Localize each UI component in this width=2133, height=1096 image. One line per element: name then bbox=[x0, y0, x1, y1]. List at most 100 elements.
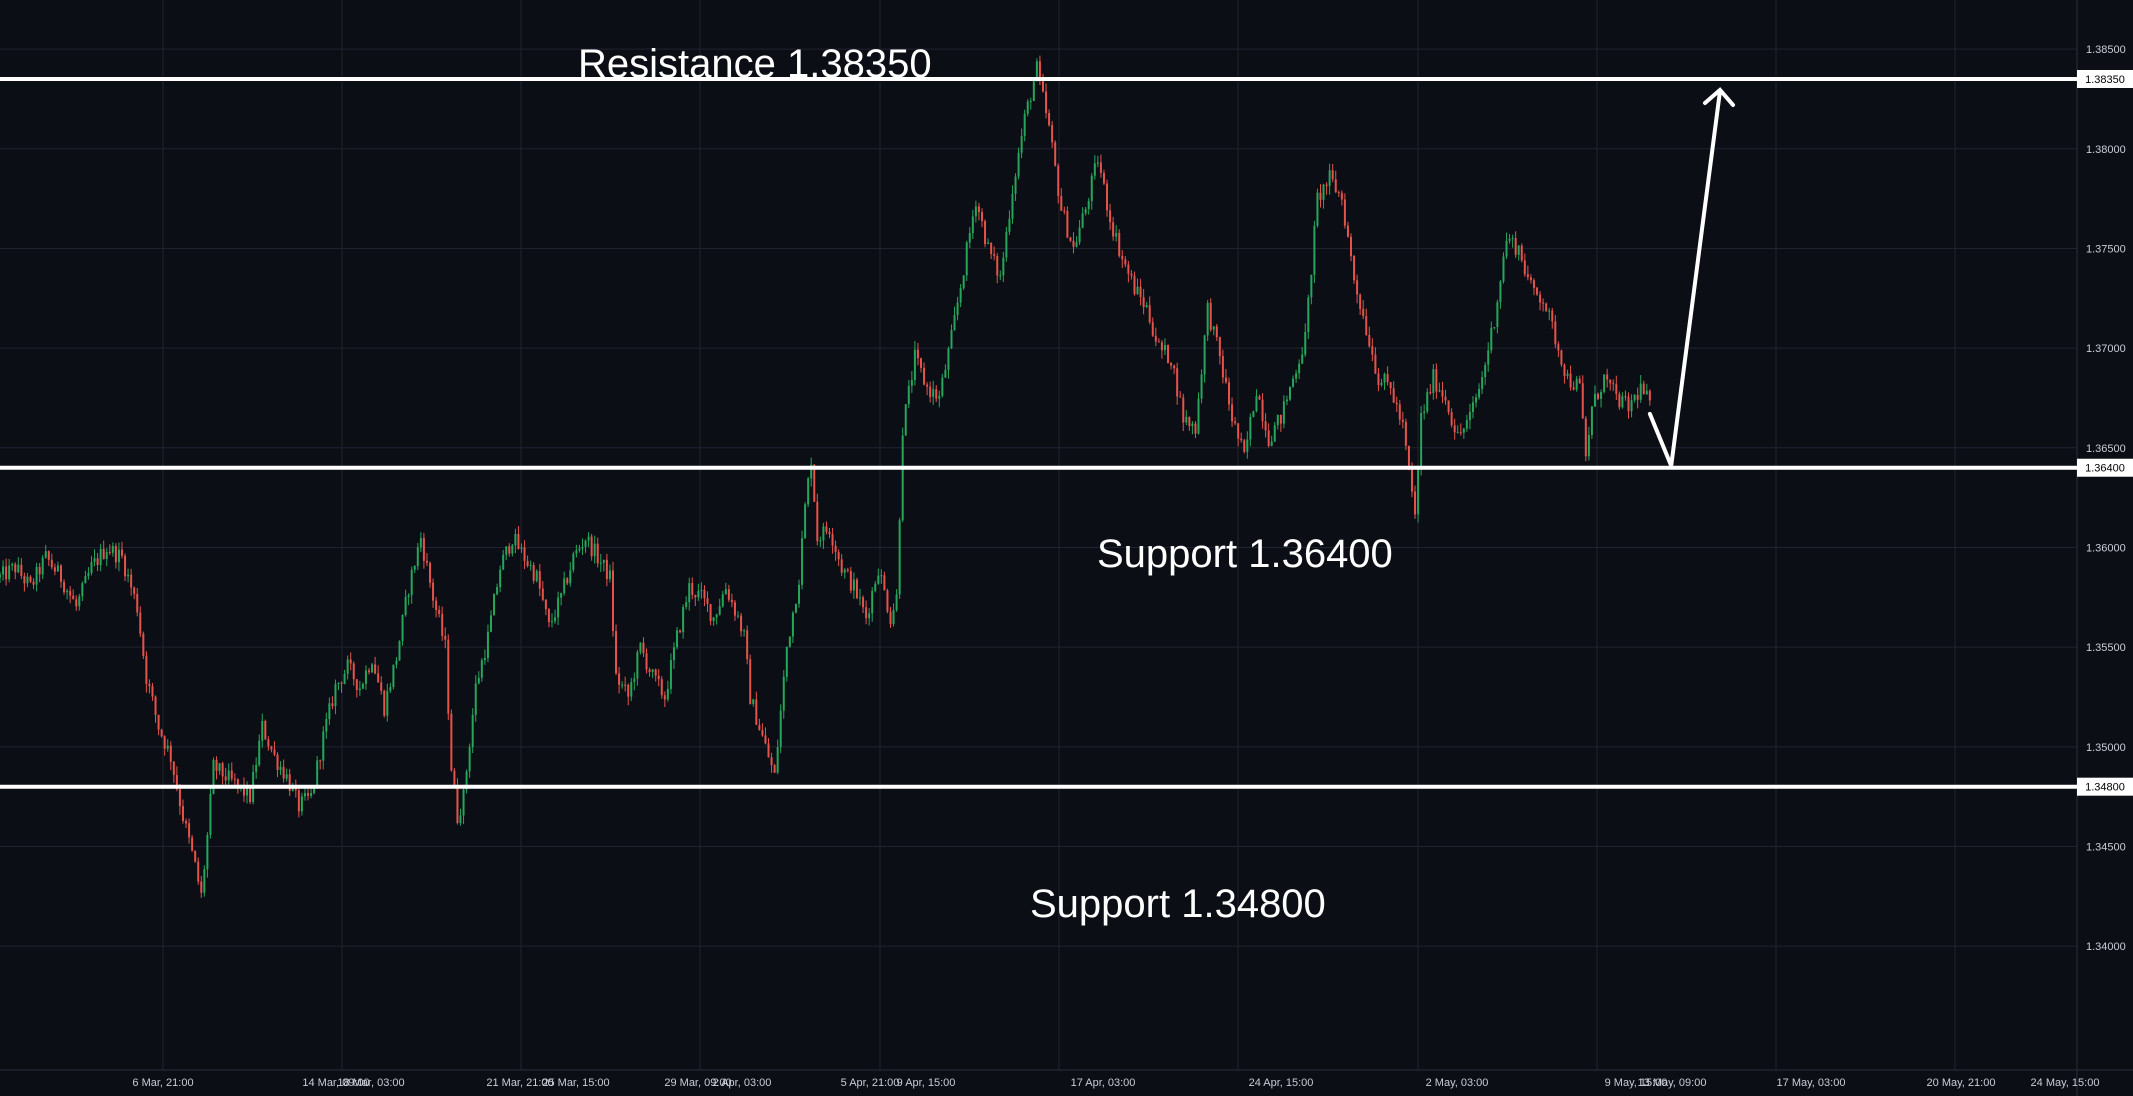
candle-body bbox=[1215, 326, 1218, 338]
candle-body bbox=[1603, 374, 1606, 392]
price-tick-label: 1.36500 bbox=[2086, 443, 2126, 455]
candle-body bbox=[1322, 184, 1325, 200]
candle-body bbox=[669, 660, 672, 689]
candle-body bbox=[633, 678, 636, 683]
candle-body bbox=[1334, 179, 1337, 193]
candle-body bbox=[584, 540, 587, 547]
time-tick-label: 14 Mar, 09:00 bbox=[302, 1077, 369, 1089]
candle-body bbox=[117, 549, 120, 563]
candle-body bbox=[1444, 396, 1447, 401]
candle-body bbox=[1160, 342, 1163, 351]
price-tick-label: 1.35500 bbox=[2086, 642, 2126, 654]
candle-body bbox=[621, 684, 624, 686]
candle-body bbox=[236, 779, 239, 786]
time-tick-label: 9 May, 15:00 bbox=[1605, 1077, 1668, 1089]
candle-body bbox=[593, 543, 596, 557]
candle-body bbox=[712, 617, 715, 622]
candle-body bbox=[1188, 416, 1191, 427]
level-price-tag-label: 1.38350 bbox=[2085, 74, 2125, 86]
candle-body bbox=[1243, 440, 1246, 452]
candle-body bbox=[1267, 430, 1270, 447]
candle-body bbox=[959, 288, 962, 303]
candle-body bbox=[611, 570, 614, 631]
candle-body bbox=[941, 377, 944, 396]
candle-body bbox=[904, 404, 907, 436]
candle-body bbox=[50, 559, 53, 568]
candle-body bbox=[1514, 238, 1517, 255]
candle-body bbox=[447, 639, 450, 714]
candle-body bbox=[483, 658, 486, 661]
candle-body bbox=[1301, 354, 1304, 364]
candle-body bbox=[163, 736, 166, 749]
candle-body bbox=[1548, 310, 1551, 312]
candle-body bbox=[810, 464, 813, 479]
candle-body bbox=[938, 395, 941, 399]
candle-body bbox=[1484, 364, 1487, 378]
candle-body bbox=[1264, 421, 1267, 431]
candle-body bbox=[246, 786, 249, 796]
candle-body bbox=[1566, 373, 1569, 376]
candle-body bbox=[1383, 374, 1386, 383]
candle-body bbox=[1234, 421, 1237, 424]
candle-body bbox=[20, 564, 23, 576]
candle-body bbox=[255, 764, 258, 772]
candle-body bbox=[1176, 368, 1179, 397]
candle-body bbox=[1014, 176, 1017, 194]
candle-body bbox=[764, 735, 767, 744]
candle-body bbox=[413, 566, 416, 570]
candle-body bbox=[56, 565, 59, 572]
candle-body bbox=[136, 594, 139, 613]
candle-body bbox=[1420, 412, 1423, 469]
candle-body bbox=[17, 564, 20, 573]
candle-body bbox=[846, 569, 849, 571]
candle-body bbox=[1090, 175, 1093, 202]
candle-body bbox=[1401, 419, 1404, 422]
candle-body bbox=[1163, 345, 1166, 351]
candle-body bbox=[444, 635, 447, 640]
candle-body bbox=[1618, 394, 1621, 408]
candle-body bbox=[496, 587, 499, 595]
candle-body bbox=[1346, 225, 1349, 237]
candle-body bbox=[1185, 416, 1188, 423]
candle-body bbox=[1292, 378, 1295, 387]
candle-body bbox=[276, 754, 279, 770]
candle-body bbox=[871, 590, 874, 614]
candle-body bbox=[419, 537, 422, 548]
candle-body bbox=[1539, 294, 1542, 303]
candle-body bbox=[1578, 378, 1581, 384]
level-annotation: Support 1.34800 bbox=[1030, 882, 1326, 926]
candle-body bbox=[1218, 337, 1221, 357]
candle-body bbox=[1130, 273, 1133, 276]
time-tick-label: 24 Apr, 15:00 bbox=[1249, 1077, 1314, 1089]
candle-body bbox=[599, 562, 602, 564]
candle-body bbox=[1093, 163, 1096, 176]
candle-body bbox=[1209, 302, 1212, 330]
candle-body bbox=[1017, 152, 1020, 177]
candle-body bbox=[605, 559, 608, 580]
candle-body bbox=[901, 435, 904, 521]
candle-body bbox=[1127, 264, 1130, 274]
candle-body bbox=[831, 533, 834, 546]
candle-body bbox=[157, 714, 160, 730]
candle-body bbox=[72, 595, 75, 600]
candle-body bbox=[1048, 113, 1051, 126]
candle-body bbox=[221, 763, 224, 777]
candle-body bbox=[233, 778, 236, 780]
candle-body bbox=[1221, 356, 1224, 378]
candle-body bbox=[907, 385, 910, 405]
candle-body bbox=[968, 233, 971, 243]
candle-body bbox=[1575, 378, 1578, 390]
candle-body bbox=[950, 329, 953, 349]
candle-body bbox=[892, 610, 895, 625]
candle-body bbox=[1529, 277, 1532, 281]
candle-body bbox=[1471, 402, 1474, 413]
candle-body bbox=[1581, 383, 1584, 419]
candle-body bbox=[1465, 420, 1468, 429]
candle-body bbox=[1478, 388, 1481, 398]
candle-body bbox=[145, 656, 148, 684]
candle-body bbox=[374, 664, 377, 674]
candle-body bbox=[69, 590, 72, 596]
candle-body bbox=[185, 821, 188, 824]
candle-body bbox=[1224, 377, 1227, 383]
